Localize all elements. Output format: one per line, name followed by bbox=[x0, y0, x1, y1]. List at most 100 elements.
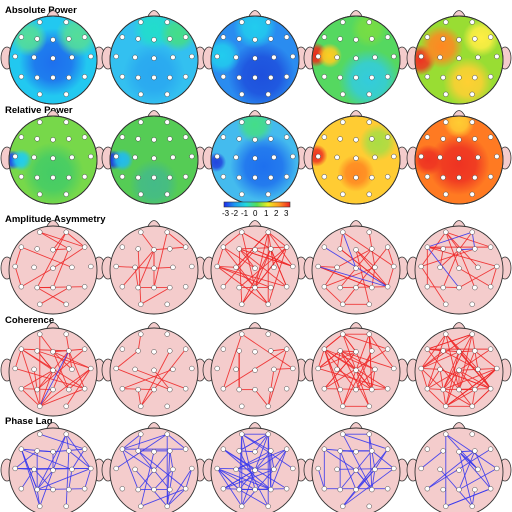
electrode bbox=[472, 284, 478, 291]
electrode bbox=[50, 486, 56, 493]
electrode bbox=[385, 244, 391, 250]
connection-line bbox=[474, 368, 498, 390]
connection-line bbox=[166, 468, 193, 507]
electrode bbox=[119, 486, 125, 492]
electrode bbox=[50, 137, 56, 143]
electrode bbox=[88, 153, 94, 160]
electrode bbox=[340, 431, 346, 437]
electrode bbox=[135, 348, 141, 354]
connection-line bbox=[20, 348, 41, 407]
electrode bbox=[236, 284, 242, 291]
electrode bbox=[135, 246, 141, 252]
electrode bbox=[284, 346, 290, 352]
connection-line bbox=[36, 287, 67, 305]
topomap-region bbox=[317, 43, 342, 68]
electrode bbox=[37, 191, 43, 197]
topomap-head bbox=[303, 10, 409, 105]
electrode bbox=[284, 174, 290, 180]
connection-line bbox=[355, 469, 376, 490]
electrode bbox=[385, 486, 391, 492]
electrode bbox=[475, 466, 481, 473]
electrode bbox=[340, 191, 346, 197]
electrode bbox=[183, 34, 189, 40]
colorbar: -3 -2 -1 0 1 2 3 bbox=[222, 201, 291, 218]
connection-line bbox=[169, 450, 174, 470]
electrode bbox=[321, 386, 327, 392]
connection-line bbox=[439, 249, 460, 268]
electrode bbox=[164, 301, 170, 307]
electrode bbox=[437, 54, 443, 61]
electrode bbox=[66, 386, 72, 393]
connection-line bbox=[52, 351, 73, 370]
electrode bbox=[12, 153, 18, 160]
electrode bbox=[119, 446, 125, 452]
electrode bbox=[18, 34, 24, 40]
connection-line bbox=[267, 348, 288, 407]
electrode bbox=[265, 119, 271, 125]
connection-line bbox=[445, 351, 460, 407]
connection-line bbox=[241, 231, 272, 250]
electrode bbox=[424, 386, 430, 392]
electrode bbox=[456, 137, 462, 143]
connectivity-head bbox=[0, 220, 106, 315]
electrode bbox=[236, 246, 242, 252]
connection-line bbox=[273, 448, 288, 470]
connection-line bbox=[254, 448, 287, 471]
electrode bbox=[220, 244, 226, 250]
electrode bbox=[391, 263, 397, 270]
topomap-color-field bbox=[211, 16, 296, 104]
connection-line bbox=[39, 389, 54, 407]
connection-line bbox=[137, 249, 155, 288]
connectivity-head bbox=[303, 422, 409, 512]
connection-line bbox=[134, 267, 139, 288]
connection-line bbox=[336, 350, 341, 370]
electrode bbox=[353, 74, 359, 81]
electrode bbox=[443, 91, 449, 97]
topomap-region bbox=[111, 148, 134, 172]
electrode bbox=[337, 486, 343, 493]
connection-line bbox=[166, 450, 171, 507]
topomap-region bbox=[229, 132, 298, 201]
electrode bbox=[488, 134, 494, 140]
electrode bbox=[239, 503, 245, 509]
electrode bbox=[321, 446, 327, 452]
connection-line bbox=[39, 368, 92, 407]
electrode bbox=[167, 348, 173, 354]
electrode bbox=[472, 448, 478, 454]
colorbar-label: 0 bbox=[253, 209, 258, 218]
electrode bbox=[252, 265, 258, 271]
connection-line bbox=[458, 267, 491, 288]
electrode bbox=[443, 403, 449, 409]
connectivity-head bbox=[406, 322, 512, 417]
connection-line bbox=[65, 433, 92, 469]
connectivity-lines bbox=[420, 231, 498, 305]
connection-line bbox=[445, 334, 460, 390]
connection-line bbox=[420, 368, 428, 389]
connection-line bbox=[122, 448, 155, 471]
connection-line bbox=[65, 450, 70, 507]
electrode bbox=[456, 174, 462, 181]
connection-line bbox=[324, 333, 344, 350]
topomap-region bbox=[211, 152, 227, 173]
connection-line bbox=[445, 232, 460, 269]
electrode bbox=[494, 53, 500, 60]
connectivity-head bbox=[406, 220, 512, 315]
electrode bbox=[456, 349, 462, 355]
electrode bbox=[369, 74, 375, 81]
electrode bbox=[138, 19, 144, 25]
connection-line bbox=[458, 451, 492, 490]
connection-line bbox=[445, 333, 479, 370]
electrode bbox=[366, 503, 372, 509]
electrode bbox=[488, 486, 494, 492]
electrode bbox=[321, 74, 327, 80]
connection-line bbox=[223, 469, 256, 490]
connection-line bbox=[474, 350, 498, 369]
electrode bbox=[37, 431, 43, 437]
electrode bbox=[472, 136, 478, 142]
electrode bbox=[66, 448, 72, 454]
electrode bbox=[366, 191, 372, 197]
electrode bbox=[369, 386, 375, 393]
connection-line bbox=[420, 450, 444, 469]
topomap-color-field bbox=[211, 116, 298, 201]
electrode bbox=[284, 446, 290, 452]
